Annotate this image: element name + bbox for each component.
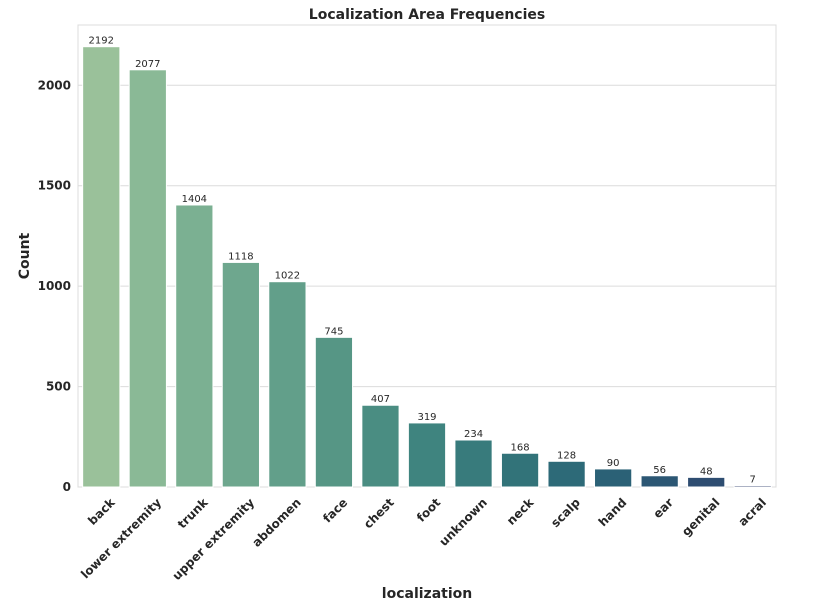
y-tick-label: 0 bbox=[63, 480, 71, 494]
bar-value-label: 90 bbox=[607, 458, 620, 469]
x-tick-label: ear bbox=[650, 495, 676, 521]
bar bbox=[500, 452, 540, 488]
x-tick-label: lower extremity bbox=[78, 495, 164, 581]
chart-title: Localization Area Frequencies bbox=[309, 7, 545, 23]
x-tick-label: genital bbox=[679, 495, 722, 538]
y-tick-label: 500 bbox=[46, 380, 71, 394]
x-tick-label: acral bbox=[736, 495, 769, 528]
bar bbox=[594, 468, 633, 488]
bar-value-label: 1404 bbox=[182, 194, 207, 205]
bar bbox=[640, 475, 679, 488]
bar-value-label: 2077 bbox=[135, 59, 160, 70]
bar-value-label: 407 bbox=[371, 394, 390, 405]
bar-value-label: 168 bbox=[511, 442, 530, 453]
x-tick-label: foot bbox=[414, 495, 443, 524]
bars bbox=[82, 46, 772, 488]
x-axis-label: localization bbox=[382, 586, 472, 602]
bar bbox=[221, 261, 260, 488]
bar bbox=[547, 460, 586, 488]
bar-labels: 2192 2077 1404 1118 1022 745 407 319 234 168 128 90… bbox=[89, 36, 756, 486]
bar-value-label: 234 bbox=[464, 429, 483, 440]
bar-value-label: 319 bbox=[417, 412, 436, 423]
x-tick-label: chest bbox=[361, 495, 397, 531]
x-tick-label: neck bbox=[504, 495, 537, 528]
bar-value-label: 2192 bbox=[89, 36, 114, 47]
bar-value-label: 56 bbox=[653, 465, 666, 476]
x-tick-label: back bbox=[85, 495, 118, 528]
x-tick-label: hand bbox=[596, 495, 630, 529]
y-tick-label: 1000 bbox=[38, 279, 71, 293]
bar-value-label: 7 bbox=[750, 475, 756, 486]
y-tick-label: 2000 bbox=[38, 78, 71, 92]
bar-value-label: 1022 bbox=[275, 271, 300, 282]
x-tick-label: unknown bbox=[436, 495, 489, 548]
bar bbox=[361, 404, 400, 488]
bar-value-label: 48 bbox=[700, 466, 713, 477]
x-tick-label: trunk bbox=[175, 495, 212, 532]
x-tick-label: scalp bbox=[548, 495, 583, 530]
bar bbox=[733, 485, 772, 488]
bar bbox=[268, 281, 307, 488]
x-tick-label: face bbox=[320, 495, 350, 525]
bar bbox=[82, 46, 121, 488]
bar bbox=[687, 476, 726, 488]
y-axis-label: Count bbox=[17, 232, 33, 279]
y-axis-ticks: 0 500 1000 1500 2000 bbox=[38, 78, 71, 494]
bar bbox=[454, 439, 493, 488]
x-tick-label: upper extremity bbox=[170, 495, 258, 583]
bar bbox=[407, 422, 447, 488]
bar bbox=[128, 69, 167, 488]
bar-value-label: 1118 bbox=[228, 251, 253, 262]
bar bbox=[175, 204, 214, 488]
x-tick-label: abdomen bbox=[249, 495, 303, 549]
bar-value-label: 128 bbox=[557, 450, 576, 461]
bar bbox=[314, 336, 354, 488]
bar-value-label: 745 bbox=[324, 326, 343, 337]
y-tick-label: 1500 bbox=[38, 179, 71, 193]
